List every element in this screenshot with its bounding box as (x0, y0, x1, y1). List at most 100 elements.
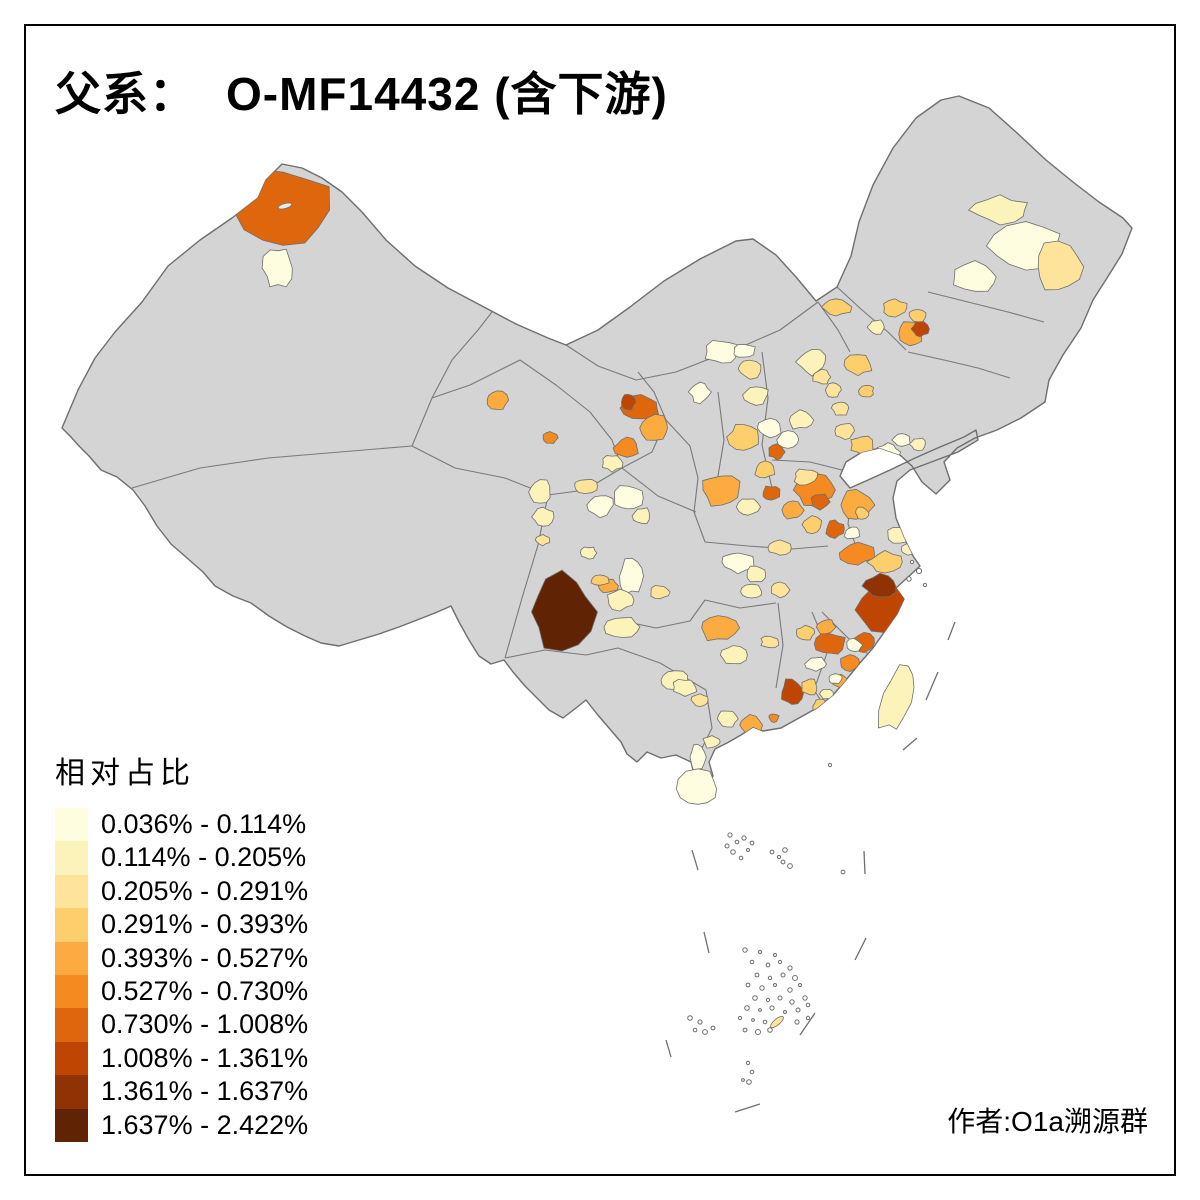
legend-swatch (55, 1041, 88, 1076)
choropleth-region (908, 309, 927, 323)
sea-islet (765, 997, 771, 1003)
choropleth-region (690, 693, 709, 708)
sea-islet (777, 995, 783, 1001)
sea-islet (746, 1079, 752, 1085)
legend-row-5: 0.393% - 0.527% (55, 941, 308, 975)
choropleth-region (855, 506, 870, 520)
sea-islet (755, 1029, 761, 1035)
choropleth-region (843, 354, 873, 377)
legend-bin-label: 1.008% - 1.361% (101, 1042, 309, 1073)
choropleth-region (740, 583, 763, 599)
title-prefix: 父系： (55, 68, 196, 120)
choropleth-region (531, 506, 555, 527)
sea-islet (795, 1007, 801, 1013)
choropleth-region (767, 539, 792, 556)
colored-islet (770, 1015, 784, 1029)
choropleth-region (858, 384, 875, 398)
choropleth-region (788, 409, 815, 430)
sea-islet (787, 987, 793, 993)
sea-islet (742, 947, 748, 953)
choropleth-region (735, 498, 762, 516)
legend-row-8: 1.008% - 1.361% (55, 1041, 309, 1076)
choropleth-region (967, 194, 1028, 226)
choropleth-region (815, 619, 837, 635)
islet-dash (925, 671, 939, 701)
choropleth-region (1037, 240, 1085, 291)
choropleth-region (580, 546, 598, 560)
choropleth-region (824, 382, 842, 398)
sea-islet (730, 849, 736, 855)
sea-islet (724, 843, 730, 849)
offshore-islands (675, 664, 915, 1029)
choropleth-region (586, 495, 614, 519)
choropleth-region (754, 460, 776, 479)
sea-islet (754, 972, 760, 978)
islet-dash (703, 931, 710, 954)
choropleth-region (768, 443, 786, 461)
islet-dash (947, 621, 956, 641)
choropleth-region (866, 319, 885, 335)
sea-islet (777, 959, 783, 965)
choropleth-region (614, 485, 644, 510)
legend-swatch (55, 808, 88, 842)
choropleth-region (865, 550, 903, 574)
sea-islet (738, 855, 744, 861)
islet-dash (863, 850, 866, 875)
sea-islet (802, 995, 808, 1001)
choropleth-region (825, 519, 845, 539)
sea-islet (915, 567, 923, 575)
map-title: 父系： O-MF14432 (含下游) (55, 58, 668, 124)
choropleth-region (910, 321, 930, 338)
choropleth-region (534, 534, 551, 547)
choropleth-region (746, 565, 767, 583)
legend-swatch (55, 974, 88, 1009)
islet-dash (854, 937, 867, 961)
sea-islet (737, 1015, 743, 1021)
lake (277, 202, 293, 210)
choropleth-region (768, 713, 780, 723)
sea-islet (734, 839, 740, 845)
choropleth-region (830, 401, 850, 416)
choropleth-region (776, 430, 800, 449)
choropleth-region (607, 588, 635, 612)
sea-islet (749, 959, 755, 965)
sea-islet (702, 1029, 708, 1035)
choropleth-region (804, 656, 827, 672)
china-mainland (61, 95, 1133, 791)
choropleth-region (812, 368, 832, 385)
legend-swatch (55, 908, 88, 942)
legend-bin-label: 0.730% - 1.008% (101, 1009, 309, 1040)
sea-islet (773, 983, 777, 987)
sea-islet (767, 975, 773, 981)
legend-bin-label: 1.637% - 2.422% (101, 1109, 309, 1140)
sea-islet (687, 1015, 693, 1021)
legend-row-6: 0.527% - 0.730% (55, 974, 308, 1009)
sea-islet (758, 1008, 762, 1012)
choropleth-region (953, 260, 997, 292)
sea-islet (840, 869, 846, 875)
legend-swatch (55, 1008, 88, 1042)
legend-bin-label: 1.361% - 1.637% (101, 1076, 309, 1107)
legend-bin-label: 0.036% - 0.114% (101, 809, 307, 839)
choropleth-region (834, 423, 855, 441)
choropleth-regions (232, 168, 1085, 771)
islet-dash (799, 1012, 816, 1036)
sea-islet (776, 854, 782, 860)
choropleth-region (801, 515, 822, 535)
legend-rows: 0.036% - 0.114% 0.114% - 0.205% 0.205% - 0… (55, 808, 308, 1142)
legend-swatch (55, 941, 88, 975)
choropleth-region (742, 386, 769, 406)
choropleth-region (887, 526, 913, 544)
sea-islet (780, 859, 786, 865)
title-haplogroup: O-MF14432 (含下游) (226, 68, 668, 120)
choropleth-region (702, 475, 741, 507)
legend-row-10: 1.637% - 2.422% (55, 1108, 309, 1142)
islet-dash (734, 1103, 761, 1113)
sea-islet (752, 995, 758, 1001)
choropleth-region (603, 617, 641, 638)
sea-islet (805, 1002, 811, 1008)
choropleth-region (801, 678, 818, 696)
choropleth-region (847, 459, 868, 474)
